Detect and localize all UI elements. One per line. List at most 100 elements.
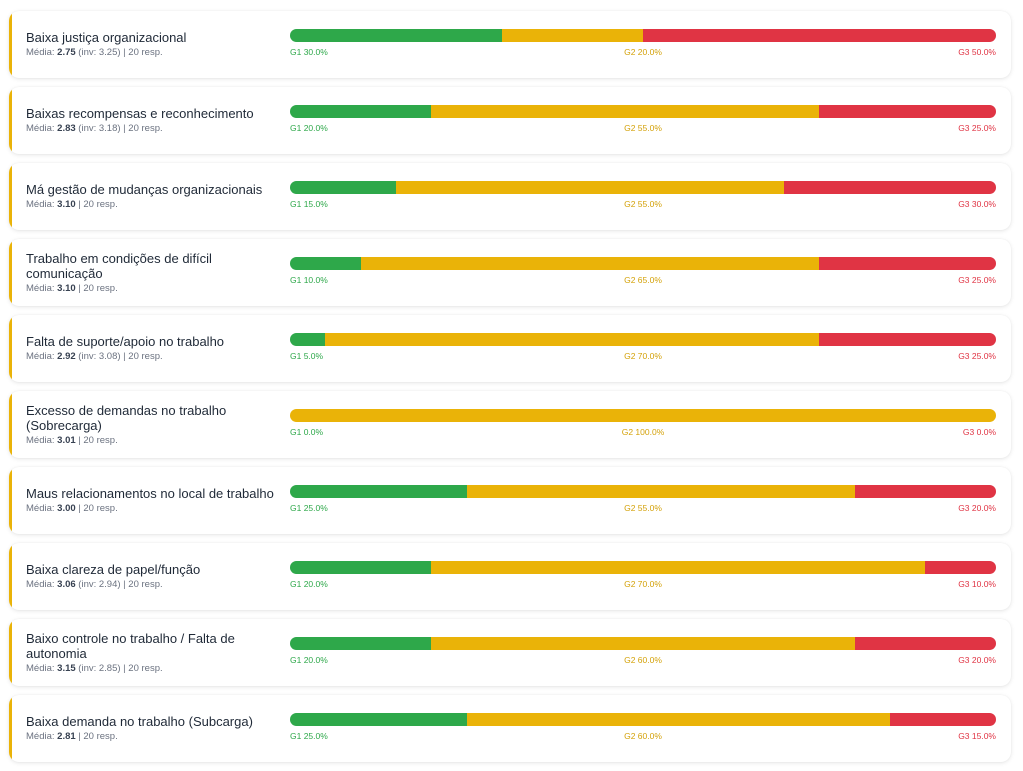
label-g3: G3 25.0% [958, 275, 996, 285]
bar-labels: G1 25.0% G2 60.0% G3 15.0% [290, 730, 996, 742]
bar-labels: G1 20.0% G2 55.0% G3 25.0% [290, 122, 996, 134]
label-g1: G1 20.0% [290, 123, 328, 133]
bar-segment-g2 [325, 333, 820, 346]
risk-card: Trabalho em condições de difícil comunic… [9, 239, 1011, 306]
stacked-bar [290, 181, 996, 194]
card-meta: Média: 2.92 (inv: 3.08) | 20 resp. [26, 350, 281, 363]
card-info: Baixas recompensas e reconhecimento Médi… [26, 87, 281, 154]
bar-labels: G1 0.0% G2 100.0% G3 0.0% [290, 426, 996, 438]
mean-value: 3.10 [57, 282, 76, 294]
label-g3: G3 25.0% [958, 351, 996, 361]
label-g2: G2 55.0% [624, 123, 662, 133]
card-title: Trabalho em condições de difícil comunic… [26, 250, 212, 281]
stacked-bar [290, 257, 996, 270]
bar-labels: G1 20.0% G2 70.0% G3 10.0% [290, 578, 996, 590]
label-g3: G3 0.0% [962, 427, 996, 437]
mean-value: 2.75 [57, 47, 76, 58]
card-title: Baixa demanda no trabalho (Subcarga) [26, 714, 253, 729]
risk-card: Má gestão de mudanças organizacionais Mé… [9, 163, 1011, 230]
bar-segment-g3 [854, 637, 996, 650]
bar-labels: G1 5.0% G2 70.0% G3 25.0% [290, 350, 996, 362]
card-meta: Média: 3.06 (inv: 2.94) | 20 resp. [26, 578, 281, 591]
bar-segment-g1 [290, 181, 396, 194]
stacked-bar [290, 485, 996, 498]
label-g3: G3 20.0% [958, 655, 996, 665]
risk-card: Maus relacionamentos no local de trabalh… [9, 467, 1011, 534]
response-count: | 20 resp. [75, 199, 118, 210]
risk-card: Baixas recompensas e reconhecimento Médi… [9, 87, 1011, 154]
risk-card: Baixa clareza de papel/função Média: 3.0… [9, 543, 1011, 610]
card-title: Má gestão de mudanças organizacionais [26, 182, 263, 197]
card-meta: Média: 3.10 | 20 resp. [26, 198, 281, 211]
mean-value: 3.15 [57, 662, 76, 674]
mean-label: Média: [26, 282, 55, 294]
bar-segment-g3 [819, 105, 996, 118]
risk-card: Excesso de demandas no trabalho (Sobreca… [9, 391, 1011, 458]
card-info: Baixa justiça organizacional Média: 2.75… [26, 11, 281, 78]
label-g1: G1 20.0% [290, 579, 328, 589]
mean-label: Média: [26, 123, 55, 134]
bar-labels: G1 30.0% G2 20.0% G3 50.0% [290, 46, 996, 58]
bar-segment-g3 [854, 485, 996, 498]
stacked-bar [290, 637, 996, 650]
card-meta: Média: 2.75 (inv: 3.25) | 20 resp. [26, 46, 281, 59]
bar-segment-g2 [431, 637, 855, 650]
response-count: | 20 resp. [120, 123, 163, 134]
risk-card: Baixa justiça organizacional Média: 2.75… [9, 11, 1011, 78]
response-count: | 20 resp. [75, 434, 118, 446]
bar-segment-g3 [819, 257, 996, 270]
inverse-value: (inv: 2.85) [75, 662, 121, 674]
bar-segment-g2 [466, 485, 855, 498]
bar-segment-g2 [395, 181, 785, 194]
response-count: | 20 resp. [120, 351, 163, 362]
card-info: Falta de suporte/apoio no trabalho Média… [26, 315, 281, 382]
label-g2: G2 65.0% [624, 275, 662, 285]
bar-labels: G1 15.0% G2 55.0% G3 30.0% [290, 198, 996, 210]
card-info: Má gestão de mudanças organizacionais Mé… [26, 163, 281, 230]
bar-segment-g3 [642, 29, 996, 42]
label-g1: G1 15.0% [290, 199, 328, 209]
bar-segment-g3 [890, 713, 996, 726]
stacked-bar [290, 409, 996, 422]
mean-value: 2.81 [57, 731, 76, 742]
label-g3: G3 25.0% [958, 123, 996, 133]
mean-value: 3.00 [57, 503, 76, 514]
card-title: Excesso de demandas no trabalho (Sobreca… [26, 402, 227, 433]
bar-segment-g1 [290, 561, 432, 574]
bar-segment-g1 [290, 29, 502, 42]
label-g3: G3 50.0% [958, 47, 996, 57]
card-title: Maus relacionamentos no local de trabalh… [26, 486, 274, 501]
label-g2: G2 100.0% [621, 427, 665, 437]
card-title: Baixas recompensas e reconhecimento [26, 106, 254, 121]
card-title: Baixa justiça organizacional [26, 30, 187, 45]
label-g2: G2 20.0% [624, 47, 662, 57]
mean-value: 3.01 [57, 434, 76, 446]
bar-labels: G1 10.0% G2 65.0% G3 25.0% [290, 274, 996, 286]
label-g1: G1 25.0% [290, 731, 328, 741]
inverse-value: (inv: 3.18) [75, 123, 121, 134]
label-g3: G3 10.0% [958, 579, 996, 589]
bar-segment-g2 [360, 257, 820, 270]
label-g2: G2 60.0% [624, 731, 662, 741]
label-g1: G1 20.0% [290, 655, 328, 665]
response-count: | 20 resp. [120, 662, 163, 674]
card-info: Excesso de demandas no trabalho (Sobreca… [26, 391, 281, 458]
card-meta: Média: 2.81 | 20 resp. [26, 730, 281, 743]
card-meta: Média: 2.83 (inv: 3.18) | 20 resp. [26, 122, 281, 135]
label-g3: G3 20.0% [958, 503, 996, 513]
label-g1: G1 10.0% [290, 275, 328, 285]
label-g1: G1 30.0% [290, 47, 328, 57]
bar-segment-g2 [431, 105, 820, 118]
card-meta: Média: 3.10 | 20 resp. [26, 282, 281, 295]
bar-segment-g2 [431, 561, 926, 574]
stacked-bar [290, 713, 996, 726]
card-info: Trabalho em condições de difícil comunic… [26, 239, 281, 306]
card-title: Baixa clareza de papel/função [26, 562, 201, 577]
label-g2: G2 55.0% [624, 199, 662, 209]
bar-segment-g1 [290, 105, 432, 118]
label-g2: G2 55.0% [624, 503, 662, 513]
mean-value: 2.92 [57, 351, 76, 362]
response-count: | 20 resp. [75, 731, 118, 742]
bar-segment-g1 [290, 333, 326, 346]
card-info: Baixo controle no trabalho / Falta de au… [26, 619, 281, 686]
